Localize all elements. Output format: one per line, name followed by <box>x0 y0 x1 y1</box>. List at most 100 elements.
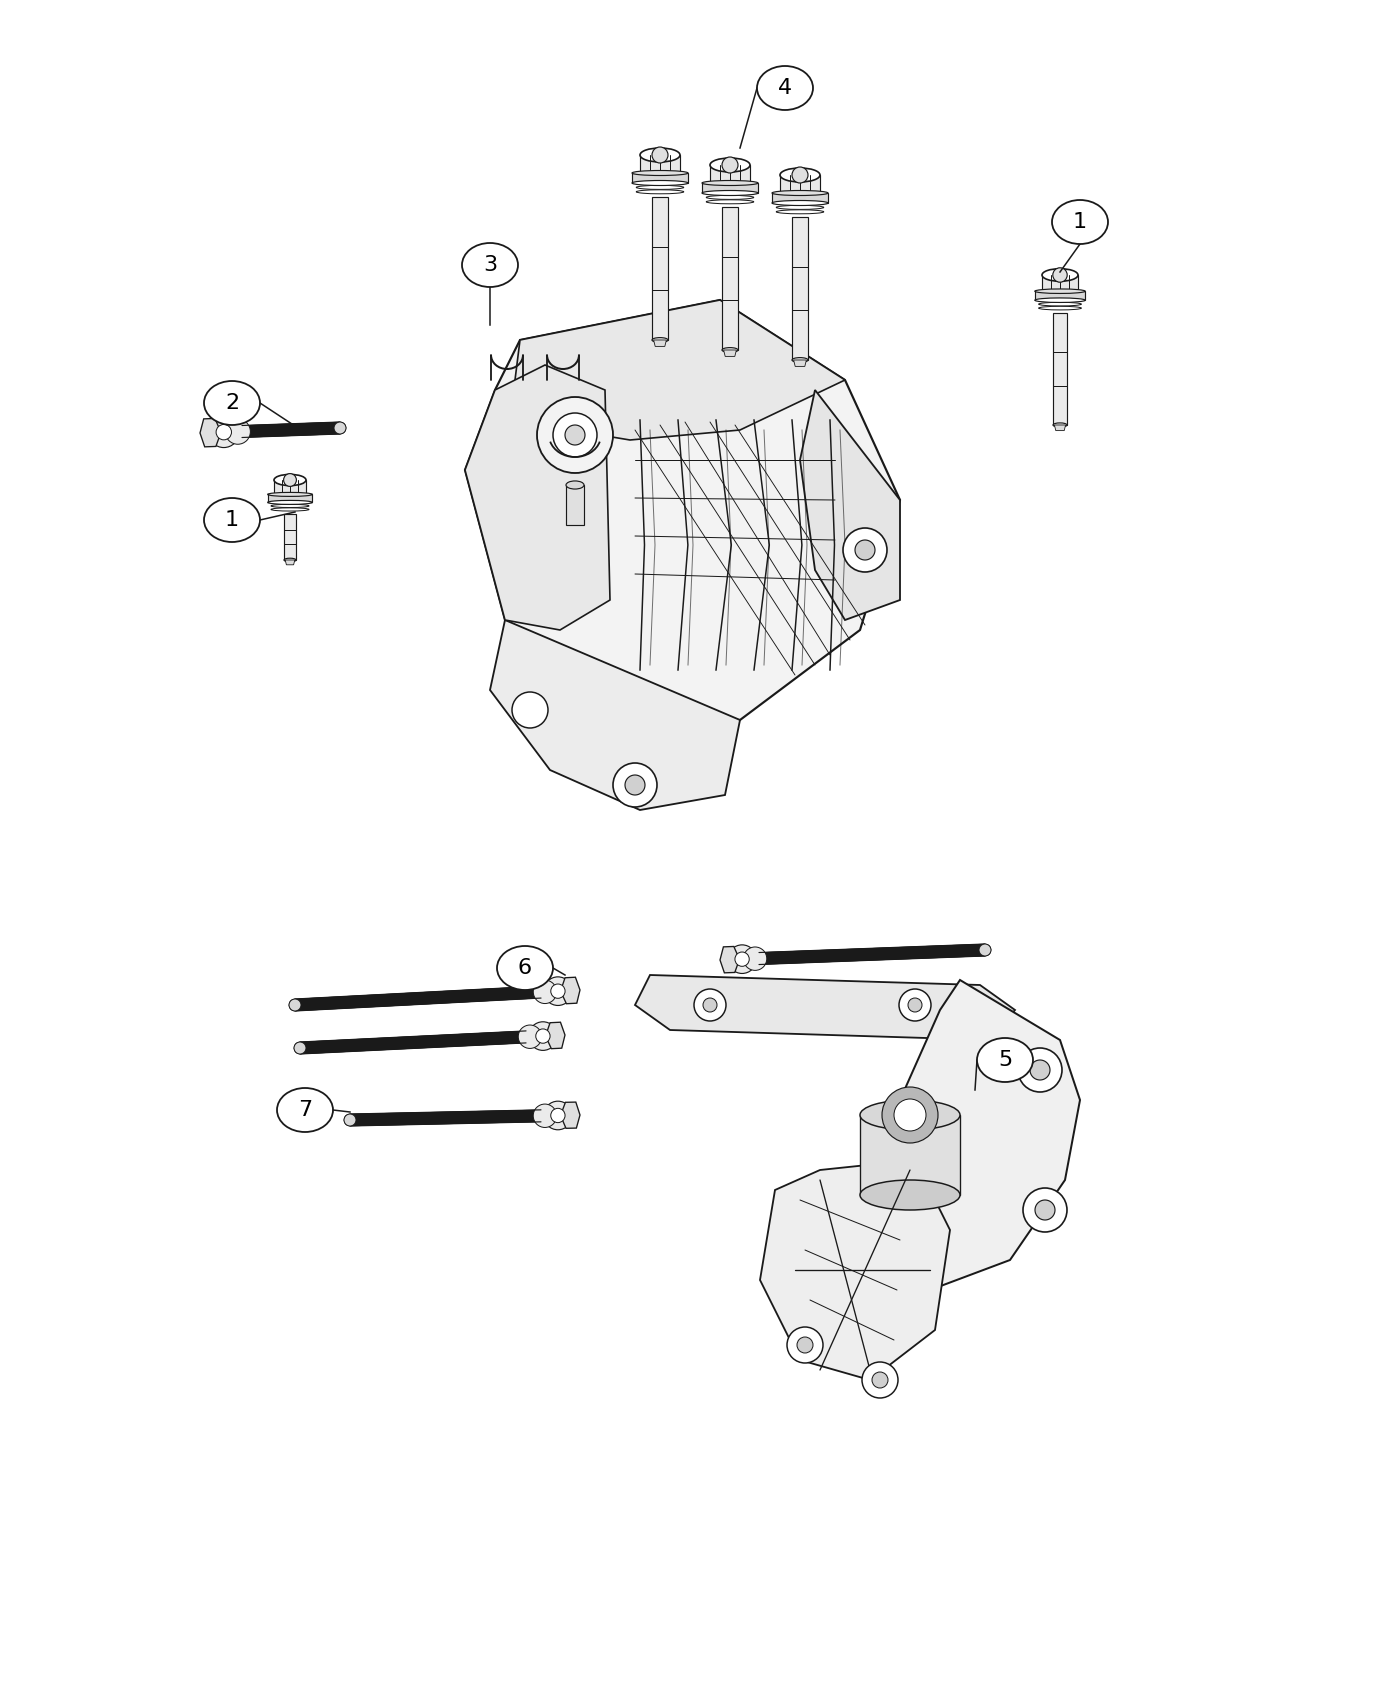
Ellipse shape <box>706 201 753 204</box>
Ellipse shape <box>860 1180 960 1210</box>
Circle shape <box>909 998 923 1012</box>
Polygon shape <box>654 340 666 347</box>
Circle shape <box>787 1328 823 1363</box>
Ellipse shape <box>710 158 750 172</box>
Circle shape <box>895 1098 925 1130</box>
Circle shape <box>335 422 346 434</box>
Circle shape <box>792 167 808 184</box>
Polygon shape <box>274 479 307 495</box>
Polygon shape <box>566 484 584 525</box>
Ellipse shape <box>1051 201 1107 245</box>
Ellipse shape <box>722 347 738 352</box>
Ellipse shape <box>636 190 683 194</box>
Polygon shape <box>652 197 668 340</box>
Polygon shape <box>860 1115 960 1195</box>
Polygon shape <box>636 976 1015 1040</box>
Ellipse shape <box>776 206 823 209</box>
Ellipse shape <box>267 500 312 505</box>
Polygon shape <box>546 1022 566 1049</box>
Circle shape <box>533 981 557 1003</box>
Polygon shape <box>242 422 340 437</box>
Text: 6: 6 <box>518 959 532 978</box>
Circle shape <box>1023 1188 1067 1232</box>
Circle shape <box>862 1362 897 1397</box>
Text: 1: 1 <box>1072 212 1086 231</box>
Ellipse shape <box>1042 269 1078 281</box>
Polygon shape <box>1054 425 1065 430</box>
Circle shape <box>288 1000 301 1011</box>
Polygon shape <box>350 1110 540 1125</box>
Circle shape <box>728 945 756 974</box>
Circle shape <box>566 425 585 445</box>
Circle shape <box>553 413 596 457</box>
Circle shape <box>735 952 749 966</box>
Circle shape <box>855 541 875 559</box>
Circle shape <box>529 1022 557 1051</box>
Ellipse shape <box>1039 306 1081 309</box>
Ellipse shape <box>1035 298 1085 303</box>
Polygon shape <box>267 495 312 503</box>
Polygon shape <box>1035 291 1085 301</box>
Circle shape <box>1018 1047 1063 1091</box>
Ellipse shape <box>272 505 309 508</box>
Circle shape <box>284 474 297 486</box>
Ellipse shape <box>771 190 827 196</box>
Text: 2: 2 <box>225 393 239 413</box>
Ellipse shape <box>706 196 753 199</box>
Polygon shape <box>560 977 580 1003</box>
Circle shape <box>543 1102 573 1131</box>
Text: 3: 3 <box>483 255 497 275</box>
Ellipse shape <box>497 945 553 989</box>
Polygon shape <box>760 1159 951 1380</box>
Circle shape <box>538 398 613 473</box>
Polygon shape <box>560 1102 580 1129</box>
Ellipse shape <box>701 180 757 185</box>
Ellipse shape <box>701 190 757 196</box>
Polygon shape <box>794 360 806 367</box>
Circle shape <box>613 763 657 808</box>
Ellipse shape <box>757 66 813 110</box>
Circle shape <box>979 944 991 955</box>
Circle shape <box>216 425 231 440</box>
Ellipse shape <box>780 168 820 182</box>
Polygon shape <box>465 366 610 631</box>
Circle shape <box>1030 1061 1050 1080</box>
Circle shape <box>344 1114 356 1125</box>
Circle shape <box>536 1028 550 1044</box>
Polygon shape <box>759 944 986 964</box>
Ellipse shape <box>566 481 584 490</box>
Polygon shape <box>771 194 827 202</box>
Circle shape <box>209 416 239 447</box>
Polygon shape <box>286 559 295 564</box>
Ellipse shape <box>640 148 680 162</box>
Ellipse shape <box>274 474 307 486</box>
Circle shape <box>743 947 767 971</box>
Ellipse shape <box>272 508 309 512</box>
Circle shape <box>624 775 645 796</box>
Ellipse shape <box>636 185 683 189</box>
Circle shape <box>843 529 888 571</box>
Ellipse shape <box>636 180 683 185</box>
Ellipse shape <box>284 558 295 561</box>
Polygon shape <box>200 418 221 447</box>
Circle shape <box>533 1103 557 1127</box>
Text: 5: 5 <box>998 1051 1012 1069</box>
Ellipse shape <box>631 170 687 175</box>
Polygon shape <box>710 165 750 184</box>
Polygon shape <box>860 979 1079 1290</box>
Ellipse shape <box>1053 423 1067 427</box>
Ellipse shape <box>1039 303 1081 306</box>
Circle shape <box>694 989 727 1022</box>
Text: 7: 7 <box>298 1100 312 1120</box>
Polygon shape <box>1053 313 1067 425</box>
Polygon shape <box>1042 275 1078 291</box>
Ellipse shape <box>272 502 309 503</box>
Circle shape <box>722 156 738 173</box>
Circle shape <box>899 989 931 1022</box>
Polygon shape <box>300 1030 526 1054</box>
Circle shape <box>225 420 251 444</box>
Polygon shape <box>720 947 739 972</box>
Ellipse shape <box>631 180 687 185</box>
Ellipse shape <box>267 493 312 496</box>
Circle shape <box>703 998 717 1012</box>
